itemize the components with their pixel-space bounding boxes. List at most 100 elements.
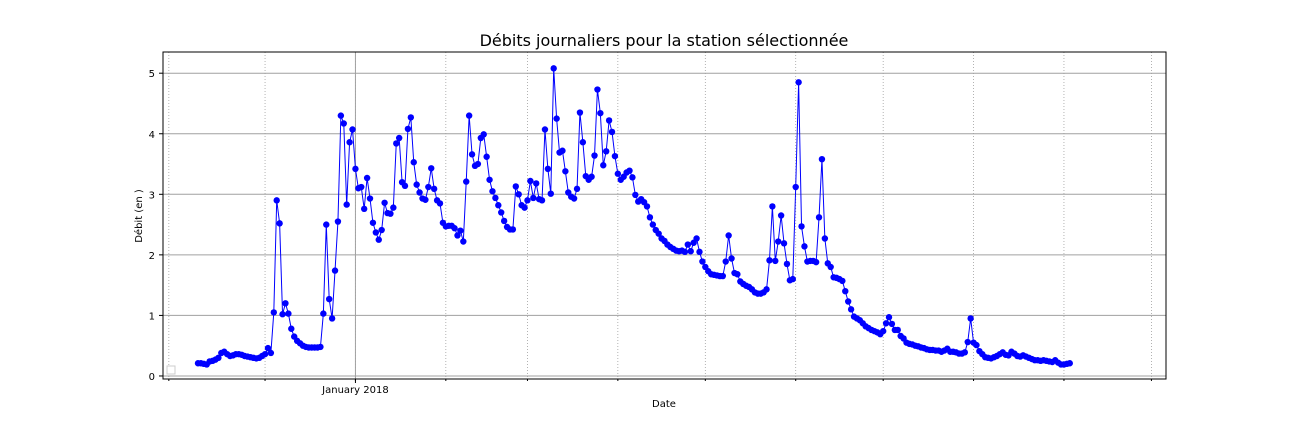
data-point: [789, 275, 796, 283]
data-point: [407, 114, 415, 121]
data-point: [372, 229, 380, 236]
data-point: [512, 183, 519, 190]
data-point: [320, 310, 327, 317]
data-point: [550, 65, 557, 72]
data-point: [626, 167, 633, 174]
data-point: [766, 257, 773, 264]
data-point: [646, 214, 654, 221]
data-point: [500, 217, 508, 225]
data-point: [422, 196, 429, 203]
data-point: [530, 194, 537, 202]
data-point: [346, 139, 353, 146]
data-point: [395, 134, 403, 142]
data-point: [562, 168, 569, 175]
data-point: [515, 191, 522, 198]
data-point: [527, 177, 534, 185]
data-point: [763, 286, 770, 293]
data-point: [699, 258, 706, 265]
data-point: [693, 235, 700, 242]
data-point: [430, 185, 438, 193]
data-point: [821, 235, 829, 242]
data-point: [381, 199, 388, 206]
data-point: [387, 210, 394, 217]
data-point: [270, 309, 277, 316]
data-point: [600, 162, 607, 169]
data-point: [261, 350, 269, 358]
data-point: [649, 221, 657, 228]
data-point: [725, 232, 732, 239]
data-point: [468, 151, 476, 158]
data-point: [687, 248, 694, 255]
data-point: [273, 197, 280, 204]
data-point: [769, 203, 776, 210]
axes: 0 1 2 3 4 5 January 2018: [149, 69, 1152, 396]
data-point: [428, 165, 435, 172]
data-point: [451, 225, 458, 232]
data-point: [457, 227, 464, 234]
data-point: [611, 152, 619, 160]
data-point: [349, 126, 356, 133]
data-point: [378, 226, 385, 234]
data-point: [696, 248, 703, 256]
data-point: [360, 205, 368, 213]
grid: [163, 52, 1166, 379]
data-point: [847, 306, 855, 313]
data-point: [597, 109, 604, 117]
data-point: [579, 139, 587, 146]
data-point: [801, 243, 808, 250]
chart-title: Débits journaliers pour la station sélec…: [480, 31, 849, 50]
data-point: [882, 320, 890, 327]
data-point: [608, 128, 616, 136]
data-point: [267, 349, 275, 357]
data-point: [719, 272, 727, 280]
data-point: [465, 112, 473, 119]
data-point: [343, 201, 350, 208]
x-axis-label: Date: [652, 399, 676, 410]
y-tick-label: 2: [149, 251, 155, 262]
data-point: [366, 195, 374, 202]
data-point: [436, 200, 444, 207]
data-point: [964, 338, 971, 346]
data-point: [285, 310, 292, 317]
data-point: [879, 327, 887, 335]
data-point: [553, 115, 560, 122]
data-point: [323, 221, 330, 228]
data-point: [538, 197, 546, 204]
data-point: [328, 315, 336, 322]
data-point: [264, 344, 272, 352]
plot-frame: [162, 51, 1167, 380]
data-point: [483, 153, 490, 160]
data-point: [973, 341, 980, 349]
data-point: [888, 320, 896, 328]
data-point: [401, 182, 409, 190]
data-point: [894, 326, 901, 334]
data-point: [474, 160, 482, 168]
data-point: [533, 180, 540, 187]
data-point: [844, 298, 852, 305]
data-point: [655, 230, 662, 237]
data-point: [588, 173, 595, 180]
data-point: [643, 203, 651, 210]
data-series: [194, 65, 1073, 368]
data-point: [413, 181, 420, 188]
data-point: [404, 125, 412, 133]
data-point: [722, 258, 729, 265]
x-tick-label: January 2018: [321, 385, 389, 396]
data-point: [728, 255, 735, 262]
data-point: [614, 170, 622, 177]
data-point: [812, 258, 820, 266]
data-point: [334, 218, 342, 225]
data-point: [521, 204, 528, 211]
data-point: [416, 189, 423, 196]
data-point: [454, 232, 461, 239]
data-point: [317, 343, 324, 351]
data-point: [961, 349, 969, 356]
data-point: [547, 190, 554, 197]
data-point: [393, 140, 400, 147]
data-point: [282, 300, 289, 307]
data-point: [559, 147, 566, 154]
data-point: [780, 240, 788, 247]
y-tick-label: 1: [149, 311, 155, 322]
data-point: [783, 260, 791, 268]
